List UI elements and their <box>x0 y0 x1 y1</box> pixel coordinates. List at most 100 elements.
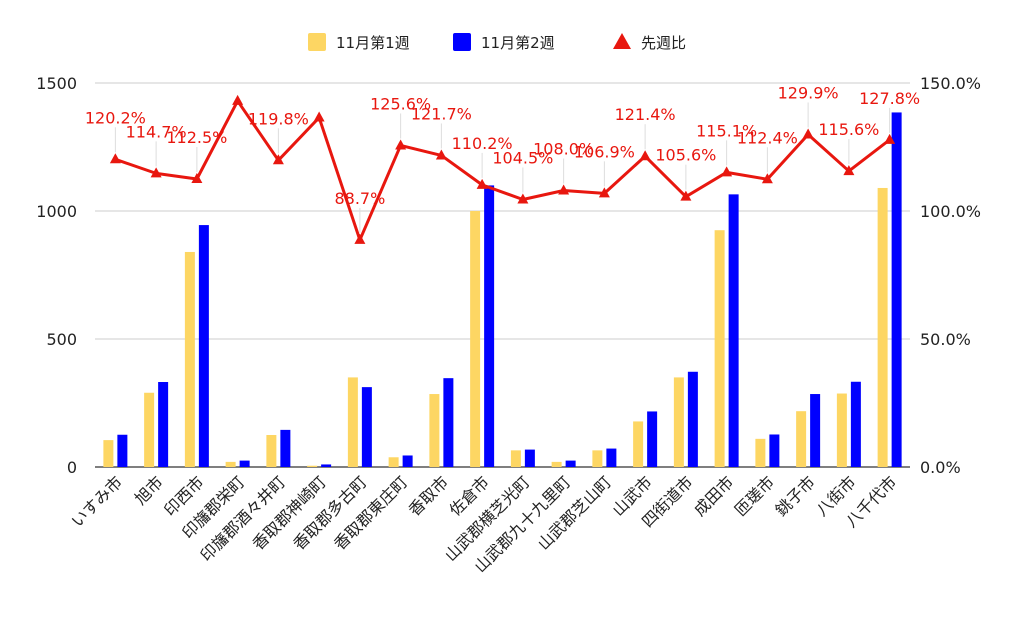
ratio-marker <box>272 154 284 165</box>
category-label: 香取市 <box>405 472 452 519</box>
bar-week1 <box>877 187 888 467</box>
ratio-data-label: 112.4% <box>737 128 798 147</box>
ratio-marker <box>191 173 203 183</box>
ratio-data-label: 121.4% <box>615 105 676 124</box>
ratio-data-label: 121.7% <box>411 104 472 123</box>
category-label: 旭市 <box>131 472 167 508</box>
ratio-line-path <box>114 99 891 242</box>
bar-week2 <box>239 460 250 467</box>
bar-week1 <box>307 465 318 467</box>
ratio-marker <box>802 128 814 139</box>
ratio-marker <box>313 111 325 122</box>
ratio-marker <box>232 94 244 105</box>
ratio-marker <box>639 150 651 161</box>
ratio-marker <box>598 187 610 198</box>
ratio-line <box>109 94 896 244</box>
data-labels: 120.2%114.7%112.5% 119.8% 88.7% 125.6%121.7… <box>85 83 920 233</box>
ratio-data-label: 120.2% <box>85 108 146 127</box>
bar-week2 <box>687 371 698 467</box>
bar-week2 <box>484 185 495 467</box>
ratio-data-label: 106.9% <box>574 142 635 161</box>
ratio-marker <box>884 133 896 144</box>
bar-week2 <box>361 387 372 467</box>
ratio-marker <box>843 165 855 176</box>
ratio-marker <box>109 153 121 164</box>
legend-label: 先週比 <box>641 34 686 52</box>
ratio-data-label: 108.0% <box>533 140 594 159</box>
bar-week1 <box>347 377 358 467</box>
ratio-data-label: 105.6% <box>655 146 716 165</box>
y-left-tick-label: 500 <box>46 330 77 349</box>
ratio-data-label: 125.6% <box>370 94 431 113</box>
ratio-marker <box>721 166 733 177</box>
y-left-tick-label: 1000 <box>36 202 77 221</box>
bar-week2 <box>565 460 576 467</box>
ratio-marker <box>476 178 488 189</box>
bar-week1 <box>673 377 684 467</box>
bar-week1 <box>266 435 277 467</box>
ratio-data-label: 127.8% <box>859 89 920 108</box>
bar-week2 <box>198 225 209 467</box>
ratio-data-label: 119.8% <box>248 109 309 128</box>
ratio-data-label: 104.5% <box>492 148 553 167</box>
bar-week1 <box>103 440 114 467</box>
legend-swatch <box>613 33 631 49</box>
bar-week2 <box>117 434 128 467</box>
bar-week1 <box>388 457 399 467</box>
y-left-tick-label: 1500 <box>36 74 77 93</box>
category-label: 成田市 <box>690 472 737 519</box>
bar-week2 <box>606 448 617 467</box>
y-right-tick-label: 100.0% <box>920 202 981 221</box>
bar-week1 <box>755 438 766 467</box>
ratio-marker <box>354 233 366 244</box>
ratio-marker <box>761 173 773 184</box>
bar-week2 <box>443 378 454 467</box>
bar-week1 <box>633 421 644 467</box>
bar-week2 <box>850 381 861 467</box>
legend-label: 11月第2週 <box>481 34 555 52</box>
category-label: 匝瑳市 <box>731 472 778 519</box>
bar-week2 <box>321 464 332 467</box>
ratio-marker <box>395 139 407 150</box>
ratio-data-label: 129.9% <box>778 83 839 102</box>
bar-week2 <box>158 382 169 467</box>
bar-week1 <box>714 230 725 467</box>
y-left-tick-label: 0 <box>67 458 77 477</box>
bar-week2 <box>810 394 821 467</box>
bar-week1 <box>510 450 521 467</box>
bar-week1 <box>836 393 847 467</box>
ratio-marker <box>558 184 570 195</box>
bar-week2 <box>647 411 658 467</box>
category-label: いすみ市 <box>68 472 127 531</box>
bar-week1 <box>796 411 807 467</box>
ratio-marker <box>435 149 447 160</box>
legend: 11月第1週 11月第2週 先週比 <box>308 33 686 52</box>
ratio-data-label: 88.7% <box>334 189 385 208</box>
ratio-data-label: 110.2% <box>452 134 513 153</box>
bar-week1 <box>429 394 440 467</box>
ratio-marker <box>680 190 692 201</box>
bar-week2 <box>728 194 739 468</box>
bar-week2 <box>402 455 413 467</box>
bar-week1 <box>470 211 481 467</box>
y-right-tick-label: 150.0% <box>920 74 981 93</box>
ratio-marker <box>150 167 162 178</box>
y-right-tick-label: 0.0% <box>920 458 961 477</box>
ratio-data-label: 115.1% <box>696 121 757 140</box>
bars <box>103 112 902 468</box>
bar-week2 <box>891 112 902 467</box>
bar-week2 <box>280 429 291 467</box>
legend-swatch <box>453 33 471 51</box>
ratio-marker <box>517 193 529 204</box>
ratio-data-label: 114.7% <box>126 122 187 141</box>
bar-week1 <box>225 461 236 467</box>
bar-week1 <box>144 392 155 467</box>
y-right-tick-label: 50.0% <box>920 330 971 349</box>
bar-week1 <box>184 251 195 467</box>
legend-swatch <box>308 33 326 51</box>
bar-week2 <box>524 449 535 467</box>
ratio-data-label: 115.6% <box>818 120 879 139</box>
bar-week2 <box>769 434 780 467</box>
category-label: 銚子市 <box>772 472 819 519</box>
